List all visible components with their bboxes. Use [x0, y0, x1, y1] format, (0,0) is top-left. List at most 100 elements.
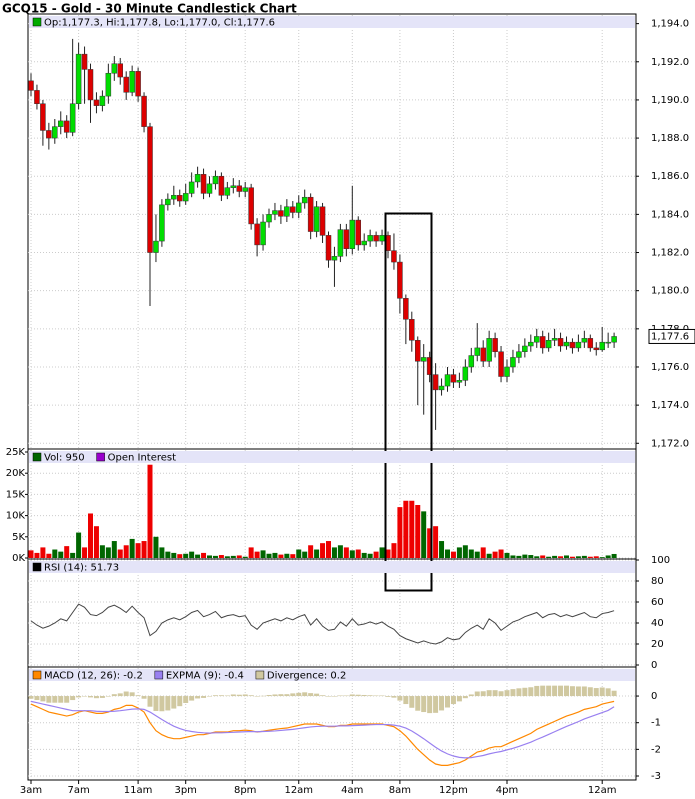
divergence-bar [266, 694, 272, 697]
candle-body [296, 202, 302, 213]
legend-label: EXPMA (9): -0.4 [166, 671, 244, 682]
candle-body [486, 338, 492, 362]
volume-bar [58, 551, 64, 558]
divergence-bar [183, 696, 189, 703]
legend-label: MACD (12, 26): -0.2 [44, 671, 143, 682]
legend-label: Divergence: 0.2 [267, 671, 346, 682]
legend-label: Vol: 950 [44, 453, 85, 464]
x-tick-label: 3am [20, 785, 42, 796]
volume-bar [379, 547, 385, 558]
divergence-bar [474, 691, 480, 697]
candle-body [46, 130, 52, 139]
candle-body [141, 95, 147, 127]
divergence-bar [40, 696, 46, 702]
legend-strip [29, 451, 635, 463]
divergence-bar [34, 696, 40, 701]
divergence-bar [391, 696, 397, 698]
divergence-bar [284, 694, 290, 697]
candle-body [165, 198, 171, 206]
volume-bar [189, 551, 195, 558]
divergence-bar [99, 696, 105, 698]
divergence-bar [343, 695, 349, 697]
divergence-bar [337, 695, 343, 697]
divergence-bar [242, 694, 248, 697]
candle-body [153, 240, 159, 253]
legend-label: RSI (14): 51.73 [44, 563, 119, 574]
candle-body [230, 185, 237, 188]
candle-body [105, 72, 112, 97]
volume-bar [468, 549, 474, 558]
y-tick-label: 1,184.0 [651, 209, 689, 220]
candle-body [278, 210, 284, 217]
legend-swatch [32, 670, 42, 680]
volume-bar [34, 552, 40, 558]
divergence-bar [546, 685, 552, 697]
candle-body [313, 206, 320, 232]
volume-bar [593, 556, 599, 558]
divergence-bar [212, 695, 218, 697]
candle-body [290, 206, 296, 213]
candle-body [135, 71, 141, 97]
divergence-bar [171, 696, 177, 709]
divergence-bar [165, 696, 171, 711]
candle-body [117, 63, 123, 78]
divergence-bar [439, 696, 445, 711]
y-tick-label: 100 [651, 555, 670, 566]
divergence-bar [605, 688, 611, 697]
candle-body [254, 223, 260, 246]
divergence-bar [445, 696, 450, 708]
volume-bar [195, 554, 201, 558]
volume-bar [498, 549, 504, 558]
legend-swatch [32, 452, 42, 462]
volume-bar [28, 550, 34, 558]
volume-bar [278, 554, 284, 558]
divergence-bar [421, 696, 427, 713]
divergence-bar [540, 685, 546, 697]
volume-bar [284, 553, 290, 558]
divergence-bar [462, 696, 468, 699]
divergence-bar [218, 695, 224, 697]
legend-strip [29, 16, 635, 28]
y-tick-label: 1,180.0 [651, 286, 689, 297]
volume-bar [230, 555, 236, 558]
y-tick-label: 0 [651, 691, 657, 702]
x-tick-label: 12am [588, 785, 617, 796]
divergence-bar [409, 696, 415, 708]
y-tick-label: 1,174.0 [651, 400, 689, 411]
divergence-bar [468, 694, 474, 697]
candle-body [444, 374, 451, 387]
volume-bar [40, 547, 46, 558]
volume-bar [64, 546, 70, 558]
candle-body [480, 347, 486, 362]
divergence-bar [159, 696, 165, 712]
divergence-bar [153, 696, 159, 711]
divergence-bar [201, 696, 207, 698]
candle-body [337, 229, 344, 257]
candle-body [373, 235, 379, 242]
x-tick-label: 12am [284, 785, 313, 796]
candle-body [522, 345, 528, 352]
x-tick-label: 11am [124, 785, 153, 796]
panel [27, 13, 637, 450]
divergence-bar [528, 687, 534, 697]
divergence-bar [575, 686, 581, 697]
divergence-bar [123, 691, 129, 697]
candle-body [40, 103, 46, 131]
candle-body [569, 341, 576, 349]
volume-bar [546, 556, 552, 558]
divergence-bar [587, 687, 593, 697]
divergence-bar [581, 686, 587, 697]
candle-body [343, 229, 350, 249]
divergence-bar [456, 696, 462, 702]
divergence-bar [385, 696, 391, 697]
volume-bar [105, 547, 111, 558]
divergence-bar [534, 685, 540, 697]
volume-bar [254, 551, 260, 558]
volume-bar [355, 549, 361, 558]
candle-body [349, 219, 356, 249]
candle-body [75, 53, 82, 104]
volume-bar [314, 549, 320, 558]
panel [27, 666, 637, 781]
volume-bar [599, 557, 605, 558]
candle-body [468, 355, 475, 368]
